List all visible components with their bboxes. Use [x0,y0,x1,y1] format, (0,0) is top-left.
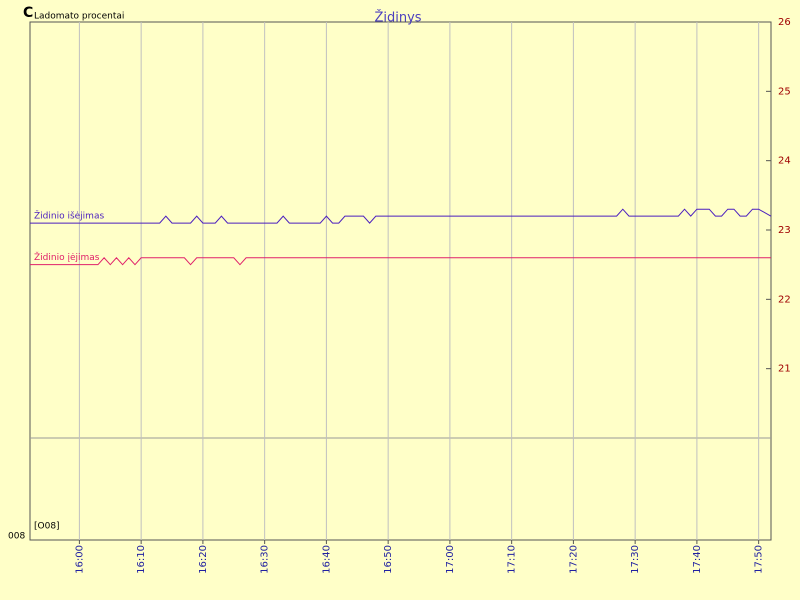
y-tick-label: 26 [778,17,791,28]
y-tick-label: 25 [778,86,791,97]
panel-axis-label: 008 [8,532,25,542]
y-tick-label: 23 [778,225,791,236]
x-tick-label: 17:00 [445,545,456,574]
y-tick-label: 21 [778,364,791,375]
y-tick-label: 22 [778,294,791,305]
y-tick-label: 24 [778,156,791,167]
x-tick-label: 16:10 [136,545,147,574]
series-label: Židinio įėjimas [34,251,100,263]
x-tick-label: 16:40 [321,545,332,574]
series-line [30,256,771,266]
series-line [30,208,772,224]
plot-frame [29,21,772,541]
y-axis-label: Ladomato procentai [34,12,124,22]
x-tick-label: 16:30 [260,545,271,574]
x-tick-label: 17:20 [568,545,579,574]
chart-title: Židinys [374,10,421,26]
panel-label: [O08] [34,522,60,532]
x-tick-label: 17:50 [754,545,765,574]
x-tick-label: 17:30 [630,545,641,574]
x-tick-label: 17:10 [507,545,518,574]
x-tick-label: 16:00 [74,545,85,574]
axis-letter: C [23,5,33,21]
x-tick-label: 16:50 [383,545,394,574]
series-label: Židinio išėjimas [34,210,104,222]
x-tick-label: 17:40 [692,545,703,574]
x-tick-label: 16:20 [198,545,209,574]
